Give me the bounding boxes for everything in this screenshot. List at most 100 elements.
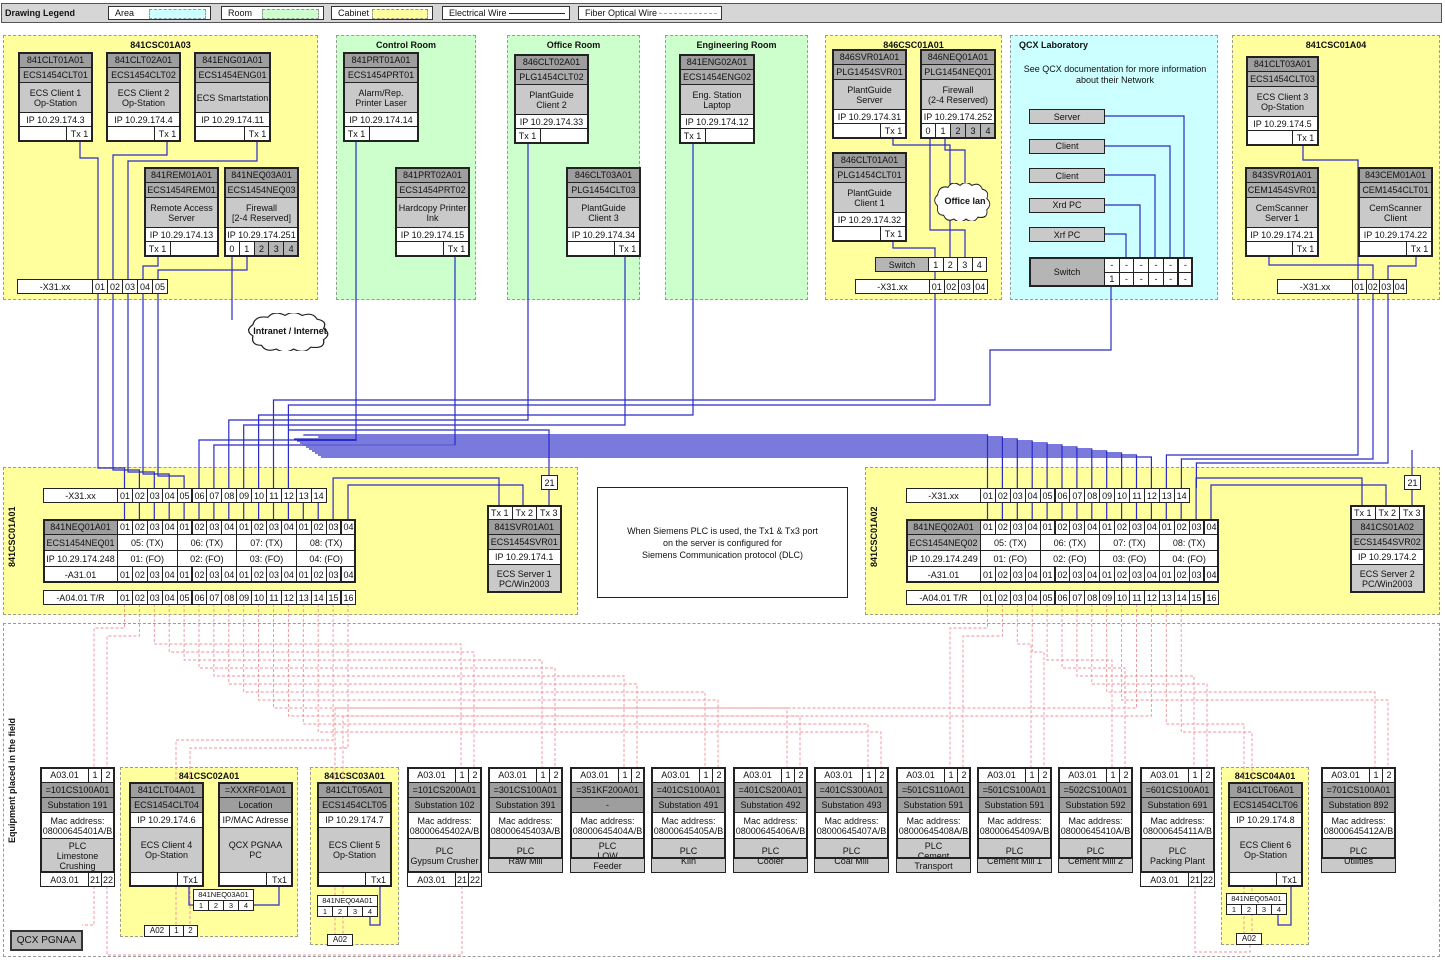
x31-port[interactable]: 07: [206, 488, 223, 503]
field-switch-port[interactable]: 1: [193, 900, 209, 911]
switch-port[interactable]: 01: [1099, 519, 1116, 535]
plc-port-1[interactable]: 1: [1369, 767, 1383, 783]
qcx-switch-port[interactable]: 1: [1104, 271, 1120, 287]
x31-port[interactable]: 08: [1084, 488, 1101, 503]
qcx-device-client[interactable]: Client: [1029, 138, 1105, 154]
terminal-port[interactable]: 02: [107, 279, 123, 294]
switch-port[interactable]: 02: [191, 519, 208, 535]
a31-port[interactable]: 01: [236, 566, 253, 583]
x31-port[interactable]: 02: [994, 488, 1011, 503]
port-3[interactable]: 3: [965, 123, 981, 139]
switch-port[interactable]: 04: [280, 519, 297, 535]
plc-port-1[interactable]: 1: [455, 767, 469, 783]
plc-port-21[interactable]: 21: [455, 872, 469, 887]
plc-port-2[interactable]: 2: [1382, 767, 1396, 783]
plc-port-2[interactable]: 2: [468, 767, 482, 783]
a04-port[interactable]: 04: [1024, 590, 1041, 605]
a04-port[interactable]: 02: [994, 590, 1011, 605]
a04-port[interactable]: 05: [176, 590, 193, 605]
switch-port[interactable]: 03: [1009, 519, 1026, 535]
switch-port[interactable]: 02: [251, 519, 267, 535]
a02-port[interactable]: 2: [183, 925, 198, 937]
plc-port-2[interactable]: 2: [712, 767, 726, 783]
field-switch-port[interactable]: 2: [208, 900, 224, 911]
switch-port[interactable]: 03: [1129, 519, 1145, 535]
switch-port[interactable]: 02: [1114, 519, 1130, 535]
x31-port[interactable]: 06: [1054, 488, 1071, 503]
x31-port[interactable]: 09: [1099, 488, 1116, 503]
a04-port[interactable]: 15: [325, 590, 342, 605]
x31-port[interactable]: 05: [1039, 488, 1056, 503]
x31-port[interactable]: 10: [1114, 488, 1130, 503]
tx-port[interactable]: Tx1: [266, 872, 293, 887]
field-switch-port[interactable]: 4: [362, 906, 378, 917]
server-tx-port[interactable]: Tx 3: [536, 505, 562, 520]
a04-port[interactable]: 13: [1158, 590, 1175, 605]
x31-port[interactable]: 09: [236, 488, 253, 503]
switch-port[interactable]: 04: [340, 519, 357, 535]
plc-port-21[interactable]: 21: [88, 872, 102, 887]
port-3[interactable]: 3: [268, 241, 285, 257]
a04-port[interactable]: 15: [1188, 590, 1205, 605]
tx-port[interactable]: Tx 1: [244, 126, 271, 142]
switch-port[interactable]: 04: [1084, 519, 1101, 535]
a04-port[interactable]: 01: [117, 590, 133, 605]
qcx-switch-port[interactable]: -: [1177, 257, 1194, 273]
a04-port[interactable]: 14: [310, 590, 327, 605]
a31-port[interactable]: 02: [1173, 566, 1190, 583]
field-switch-port[interactable]: 4: [1271, 904, 1287, 915]
switch-port[interactable]: 01: [176, 519, 193, 535]
plc-port-2[interactable]: 2: [957, 767, 971, 783]
qcx-switch-port[interactable]: -: [1177, 271, 1194, 287]
a31-port[interactable]: 02: [131, 566, 148, 583]
switch-port[interactable]: 01: [236, 519, 253, 535]
port-1[interactable]: 1: [238, 241, 255, 257]
a04-port[interactable]: 05: [1039, 590, 1056, 605]
qcx-switch-port[interactable]: -: [1104, 257, 1120, 273]
switch-port[interactable]: 02: [1173, 519, 1190, 535]
a04-port[interactable]: 10: [251, 590, 267, 605]
qcx-switch-port[interactable]: -: [1133, 271, 1150, 287]
field-switch-port[interactable]: 4: [238, 900, 254, 911]
x31-port[interactable]: 04: [161, 488, 178, 503]
a31-port[interactable]: 02: [310, 566, 327, 583]
switch-port[interactable]: 02: [1054, 519, 1071, 535]
a04-port[interactable]: 04: [161, 590, 178, 605]
server-tx-port[interactable]: Tx 1: [487, 505, 513, 520]
a31-port[interactable]: 02: [1054, 566, 1071, 583]
a31-port[interactable]: 01: [176, 566, 193, 583]
switch-port[interactable]: 01: [1158, 519, 1175, 535]
tx-port[interactable]: Tx 1: [1292, 241, 1319, 257]
field-switch-port[interactable]: 2: [332, 906, 348, 917]
a04-port[interactable]: 11: [1129, 590, 1145, 605]
a04-port[interactable]: 08: [1084, 590, 1101, 605]
plc-port-1[interactable]: 1: [781, 767, 795, 783]
a02-port[interactable]: 1: [169, 925, 184, 937]
plc-port-1[interactable]: 1: [862, 767, 876, 783]
x31-port[interactable]: 13: [295, 488, 312, 503]
server-tx-port[interactable]: Tx 3: [1399, 505, 1425, 520]
plc-port-2[interactable]: 2: [794, 767, 808, 783]
plc-port-1[interactable]: 1: [699, 767, 713, 783]
plc-port-21[interactable]: 21: [1188, 872, 1202, 887]
a04-port[interactable]: 16: [1203, 590, 1220, 605]
a31-port[interactable]: 01: [1039, 566, 1056, 583]
switch-port[interactable]: 03: [266, 519, 282, 535]
x31-port[interactable]: 14: [1173, 488, 1190, 503]
server-tx-port[interactable]: Tx 1: [1350, 505, 1376, 520]
tx-port[interactable]: Tx1: [177, 872, 204, 887]
qcx-switch-port[interactable]: -: [1148, 257, 1164, 273]
a31-port[interactable]: 04: [280, 566, 297, 583]
switch-port[interactable]: 2: [942, 257, 958, 272]
x31-port[interactable]: 02: [131, 488, 148, 503]
field-switch-port[interactable]: 3: [1256, 904, 1272, 915]
port-21[interactable]: 21: [1404, 475, 1421, 490]
a04-port[interactable]: 10: [1114, 590, 1130, 605]
qcx-switch-port[interactable]: -: [1118, 257, 1135, 273]
field-switch-port[interactable]: 2: [1241, 904, 1257, 915]
plc-port-22[interactable]: 22: [1201, 872, 1215, 887]
terminal-port[interactable]: 03: [122, 279, 138, 294]
a31-port[interactable]: 02: [191, 566, 208, 583]
a04-port[interactable]: 06: [191, 590, 208, 605]
a04-port[interactable]: 03: [1009, 590, 1026, 605]
